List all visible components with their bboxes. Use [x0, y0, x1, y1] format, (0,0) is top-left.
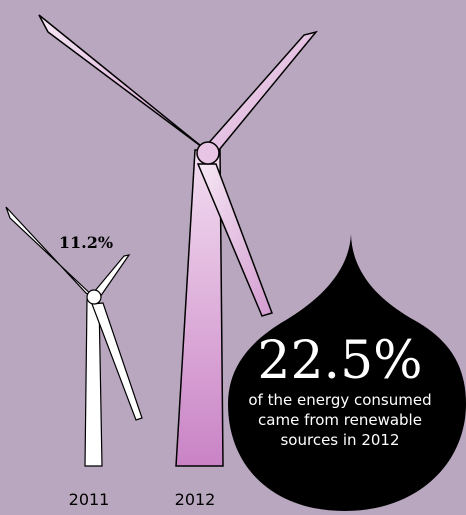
turbine-2012-hub — [196, 141, 220, 165]
turbine-2011 — [5, 206, 143, 467]
turbine-2011-blade-right — [93, 254, 131, 298]
x-tick-label-2011: 2011 — [69, 490, 110, 509]
drop-callout-icon — [228, 234, 466, 511]
turbine-2011-blade-lower — [91, 302, 143, 421]
x-tick-label-2012: 2012 — [175, 490, 216, 509]
drop-callout: 22.5% of the energy consumed came from r… — [228, 234, 466, 511]
callout-line-2: came from renewable — [258, 411, 422, 429]
turbine-2012-blade-right — [205, 30, 319, 158]
callout-value: 22.5% — [257, 331, 422, 391]
turbine-2012 — [38, 14, 319, 467]
turbine-2012-blade-upper — [38, 14, 211, 154]
data-label-2011: 11.2% — [59, 233, 113, 252]
turbine-2011-blade-upper — [5, 206, 97, 300]
turbine-2011-hub — [86, 289, 102, 305]
callout-line-3: sources in 2012 — [280, 431, 399, 449]
callout-line-1: of the energy consumed — [248, 391, 431, 409]
